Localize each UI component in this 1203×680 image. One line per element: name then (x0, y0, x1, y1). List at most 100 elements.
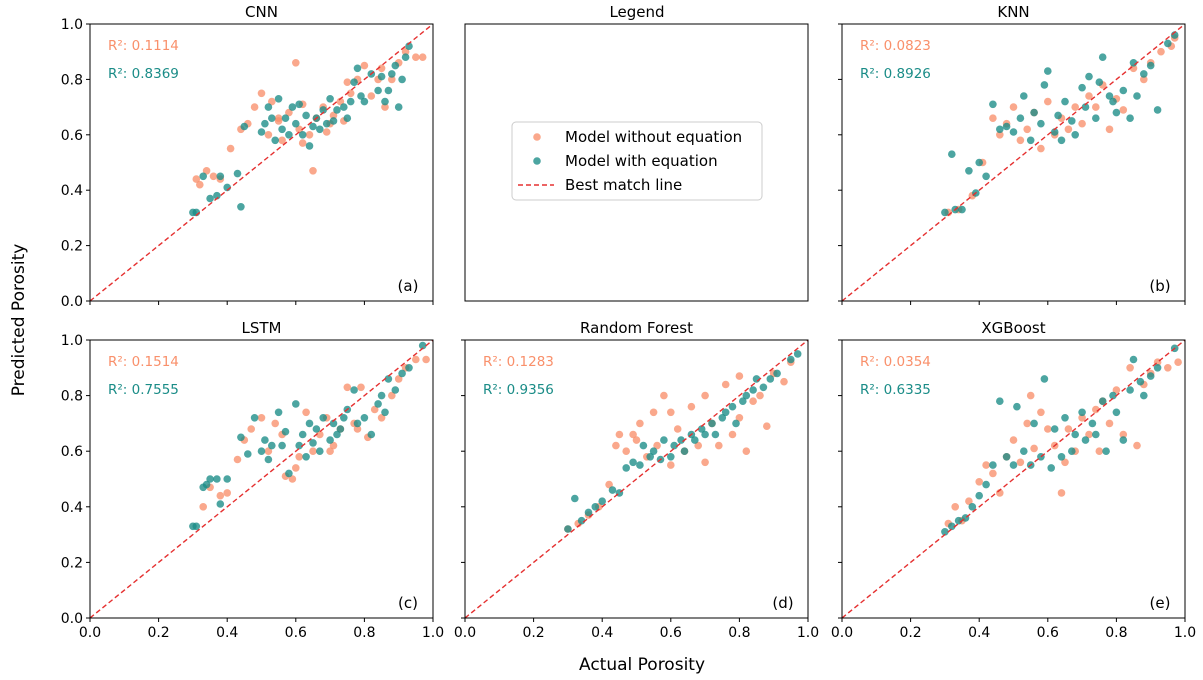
point (199, 503, 207, 511)
point (398, 76, 406, 84)
x-tick-label: 0.0 (831, 625, 853, 641)
point (199, 173, 207, 181)
point (691, 436, 699, 444)
point (989, 461, 997, 469)
point (1071, 103, 1079, 111)
point (237, 203, 245, 211)
point (622, 464, 630, 472)
point (381, 98, 389, 106)
y-tick-label: 1.0 (61, 333, 83, 349)
point (251, 414, 259, 422)
point (275, 95, 283, 103)
point (1147, 372, 1155, 380)
point (612, 442, 620, 450)
point (1027, 137, 1035, 145)
point (344, 384, 352, 392)
point (395, 103, 403, 111)
point (1164, 364, 1172, 372)
point (1041, 375, 1049, 383)
point (313, 425, 321, 433)
point (223, 475, 231, 483)
point (210, 173, 218, 181)
point (660, 436, 668, 444)
point (773, 370, 781, 378)
point (1027, 392, 1035, 400)
point (206, 475, 214, 483)
x-tick-label: 0.8 (1105, 625, 1127, 641)
r2-label-without: R²: 0.1114 (108, 38, 179, 54)
point (354, 65, 362, 73)
point (323, 128, 331, 136)
point (763, 422, 771, 430)
point (1058, 453, 1066, 461)
point (767, 375, 775, 383)
point (223, 489, 231, 497)
point (1106, 420, 1114, 428)
point (419, 53, 427, 61)
point (1126, 364, 1134, 372)
point (306, 420, 314, 428)
point (1003, 453, 1011, 461)
series-model-without-equation-lstm (199, 356, 430, 511)
point (344, 78, 352, 86)
y-tick-label: 0.8 (61, 72, 83, 88)
point (1157, 48, 1165, 56)
point (989, 114, 997, 122)
point (701, 392, 709, 400)
point (1140, 70, 1148, 78)
point (361, 62, 369, 70)
point (1092, 103, 1100, 111)
r2-label-without: R²: 0.0354 (860, 354, 931, 370)
x-tick-label: 1.0 (422, 625, 444, 641)
series-model-without-equation-xgboost (945, 358, 1182, 527)
point (330, 117, 338, 125)
point (1041, 81, 1049, 89)
point (965, 167, 973, 175)
point (1044, 67, 1052, 75)
y-tick-label: 0.2 (61, 555, 83, 571)
point (302, 453, 310, 461)
x-tick-label: 0.8 (728, 625, 750, 641)
point (1044, 98, 1052, 106)
scatter-panels: CNN0.00.20.40.60.81.0R²: 0.1114R²: 0.836… (61, 3, 1196, 641)
point (712, 431, 720, 439)
point (722, 381, 730, 389)
point (1147, 62, 1155, 70)
panel-tag: (e) (1150, 594, 1171, 612)
point (333, 106, 341, 114)
point (1089, 420, 1097, 428)
point (217, 173, 225, 181)
series-model-with-equation-knn (941, 31, 1178, 216)
point (667, 461, 675, 469)
r2-label-with: R²: 0.6335 (860, 382, 931, 398)
point (368, 92, 376, 100)
point (217, 500, 225, 508)
point (1010, 461, 1018, 469)
point (1109, 98, 1117, 106)
point (340, 103, 348, 111)
point (299, 139, 307, 147)
point (636, 461, 644, 469)
r2-label-without: R²: 0.1514 (108, 354, 179, 370)
point (402, 53, 410, 61)
point (326, 436, 334, 444)
point (1154, 106, 1162, 114)
point (378, 392, 386, 400)
point (674, 425, 682, 433)
point (234, 170, 242, 178)
point (1126, 114, 1134, 122)
point (982, 173, 990, 181)
point (278, 442, 286, 450)
x-tick-label: 1.0 (797, 625, 819, 641)
point (982, 461, 990, 469)
r2-label-without: R²: 0.1283 (483, 354, 554, 370)
point (374, 400, 382, 408)
legend-panel: Legend Model without equation Model with… (465, 3, 808, 301)
series-model-without-equation-cnn (193, 48, 427, 189)
point (268, 114, 276, 122)
point (268, 442, 276, 450)
point (206, 195, 214, 203)
point (1054, 112, 1062, 120)
panel-title-cnn: CNN (245, 3, 278, 21)
